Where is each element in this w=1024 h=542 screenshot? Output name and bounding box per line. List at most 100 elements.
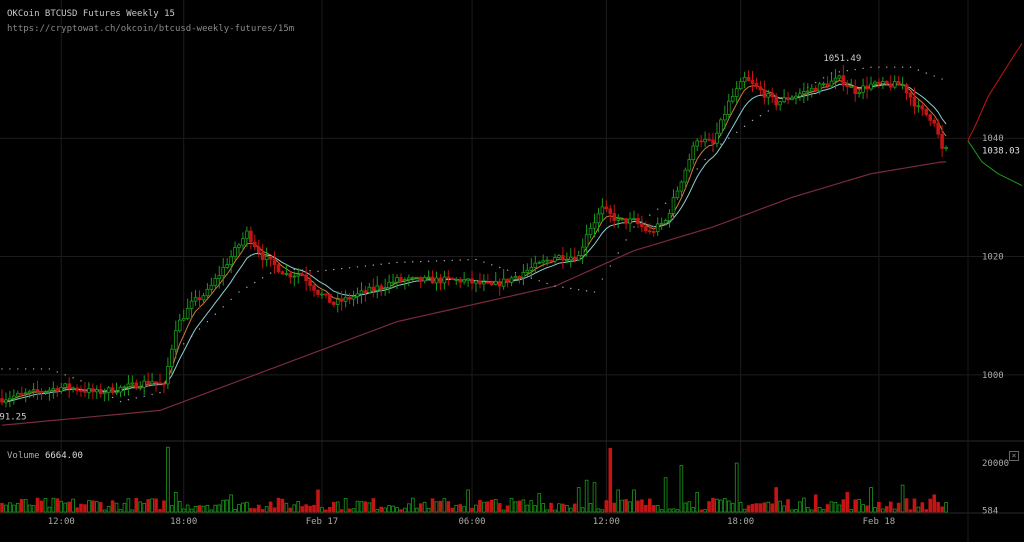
candle-body (355, 293, 360, 297)
candle-body (904, 84, 909, 94)
candle-body (857, 91, 861, 94)
volume-bar (940, 506, 944, 513)
volume-bar (466, 489, 470, 513)
candle-body (154, 381, 158, 384)
volume-bar (8, 502, 12, 513)
candle-body (628, 218, 632, 224)
volume-bar (197, 505, 202, 513)
volume-bar (829, 501, 834, 513)
volume-bar (280, 498, 285, 513)
volume-bar (154, 498, 158, 513)
indicator-dot (514, 272, 517, 274)
volume-bar (730, 502, 735, 513)
candle-body (170, 348, 174, 367)
candle-body (865, 85, 869, 90)
volume-bar (904, 498, 909, 513)
volume-bar (383, 507, 387, 513)
volume-bar (272, 507, 277, 513)
candle-body (600, 206, 605, 215)
candle-body (482, 281, 486, 285)
candle-body (237, 244, 241, 248)
indicator-dot (570, 287, 572, 290)
indicator-dot (254, 281, 256, 284)
volume-bar (347, 508, 352, 513)
candle-body (173, 330, 178, 350)
candle-body (478, 280, 482, 285)
candle-body (304, 274, 308, 282)
candle-body (114, 391, 119, 394)
volume-bar (549, 502, 553, 513)
candle-body (221, 267, 226, 277)
candle-body (782, 97, 786, 103)
candle-body (778, 101, 782, 106)
volume-bar (173, 492, 178, 513)
candle-body (264, 256, 269, 260)
candle-body (379, 285, 383, 289)
indicator-dot (246, 286, 248, 289)
indicator-dot (40, 368, 43, 370)
candle-body (470, 278, 474, 284)
volume-bar (91, 500, 95, 513)
candle-body (474, 280, 478, 284)
volume-bar (604, 500, 609, 513)
volume-bar (640, 499, 644, 513)
volume-bar (584, 479, 589, 513)
candle-body (252, 241, 257, 248)
indicator-dot (870, 66, 872, 68)
volume-bar (588, 503, 593, 513)
candle-body (667, 212, 672, 221)
volume-bar (786, 499, 790, 513)
candle-body (233, 247, 237, 257)
indicator-dot (838, 71, 841, 73)
volume-bar (770, 503, 775, 513)
close-volume-panel-button[interactable]: × (1009, 451, 1019, 461)
chart-url[interactable]: https://cryptowat.ch/okcoin/btcusd-weekl… (7, 24, 295, 34)
candle-body (655, 223, 660, 233)
candle-body (576, 255, 581, 261)
volume-bar (454, 504, 459, 513)
volume-bar (213, 504, 218, 513)
volume-bar (521, 499, 526, 513)
volume-bar (27, 504, 32, 513)
volume-bar (245, 501, 249, 513)
volume-bar (450, 507, 455, 513)
indicator-dot (238, 291, 240, 293)
candle-body (841, 75, 846, 86)
candle-body (620, 218, 624, 221)
volume-bar (193, 505, 198, 513)
indicator-dot (17, 368, 19, 370)
indicator-dot (491, 264, 493, 266)
volume-bar (845, 492, 850, 513)
candle-body (158, 382, 162, 385)
volume-bar (501, 509, 506, 513)
candle-body (569, 256, 573, 261)
volume-bar (553, 509, 557, 513)
volume-bar (23, 499, 28, 513)
candle-body (723, 114, 727, 121)
volume-bar (324, 509, 328, 513)
volume-bar (707, 501, 711, 513)
candle-body (122, 386, 127, 389)
candle-body (288, 273, 293, 278)
volume-bar (493, 499, 498, 513)
candle-body (825, 83, 830, 87)
volume-value: 6664.00 (44, 451, 83, 461)
candle-body (162, 383, 166, 386)
candle-body (458, 279, 462, 283)
candle-body (130, 382, 135, 385)
candle-body (454, 279, 459, 281)
candle-body (256, 246, 261, 253)
indicator-dot (901, 66, 904, 68)
indicator-dot (751, 119, 754, 122)
indicator-dot (151, 393, 153, 396)
candle-body (166, 366, 170, 385)
volume-bar (177, 501, 182, 513)
volume-bar (106, 506, 111, 513)
candle-body (422, 276, 427, 282)
candle-body (636, 218, 640, 224)
volume-bar (798, 501, 802, 513)
price-axis-label: 1000 (982, 371, 1004, 381)
candle-body (106, 387, 111, 393)
candle-body (391, 281, 395, 284)
